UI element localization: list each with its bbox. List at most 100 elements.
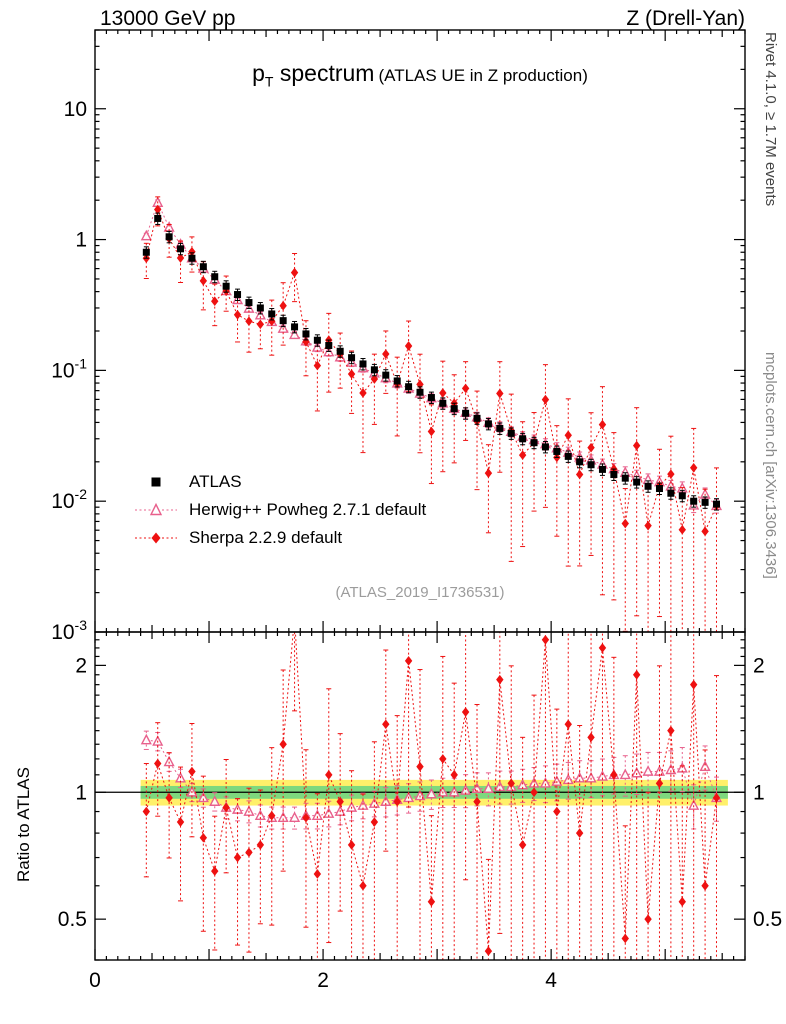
data-point [690, 497, 698, 505]
data-point [461, 383, 470, 394]
data-point [140, 229, 152, 241]
sherpa-marker-icon [135, 532, 177, 544]
data-point [177, 245, 185, 253]
data-point [598, 419, 607, 430]
data-point [541, 394, 550, 405]
data-point [268, 810, 276, 821]
plot-title: pT spectrum (ATLAS UE in Z production) [95, 60, 745, 90]
axes: 10 1 10-1 10-2 10-3 2 2 1 1 0.5 0.5 0 2 4 [51, 29, 782, 992]
data-point [234, 291, 242, 299]
data-point [140, 733, 152, 745]
svg-text:10-2: 10-2 [51, 486, 87, 513]
pt-subscript: T [264, 73, 274, 90]
main-panel-data [140, 196, 723, 632]
data-point [598, 643, 607, 653]
data-point [370, 817, 379, 827]
data-point [665, 763, 677, 775]
data-point [302, 330, 310, 338]
ratio-panel-data [95, 613, 745, 960]
data-point [188, 766, 196, 777]
data-point [176, 817, 185, 827]
data-point [427, 394, 435, 402]
data-point [553, 447, 561, 455]
data-point [655, 485, 663, 493]
data-point [689, 462, 698, 473]
data-point [256, 319, 265, 330]
data-point [482, 782, 494, 793]
data-point [176, 253, 185, 263]
svg-text:10-3: 10-3 [51, 617, 87, 644]
data-point [496, 424, 504, 432]
data-point [199, 832, 208, 843]
data-point [289, 328, 301, 340]
analysis-id-watermark: (ATLAS_2019_I1736531) [335, 584, 505, 601]
data-point [632, 440, 641, 451]
data-point [188, 246, 196, 257]
data-point [245, 316, 253, 327]
data-point [644, 914, 652, 924]
data-point [484, 946, 493, 956]
data-point [678, 524, 686, 535]
data-point [701, 526, 709, 537]
data-point [699, 760, 711, 771]
data-point [689, 679, 698, 690]
svg-text:1: 1 [75, 781, 87, 804]
data-point [382, 719, 390, 730]
data-point [291, 613, 298, 623]
data-point [336, 796, 344, 807]
data-point [279, 739, 287, 750]
data-point [416, 761, 424, 772]
data-point [576, 458, 584, 466]
data-point [484, 468, 493, 478]
data-point [359, 880, 367, 891]
svg-text:10: 10 [64, 98, 87, 121]
data-point [621, 474, 629, 482]
svg-text:1: 1 [753, 781, 765, 804]
data-point [598, 465, 606, 473]
data-point [323, 807, 335, 818]
data-point [667, 469, 675, 479]
data-point [211, 866, 219, 876]
data-point [644, 482, 652, 490]
data-point [163, 755, 175, 767]
data-point [496, 388, 504, 399]
model-curve [145, 207, 717, 534]
data-point [539, 777, 551, 788]
data-point [678, 896, 686, 907]
data-point [688, 799, 700, 810]
data-point [507, 429, 515, 437]
data-point [393, 796, 401, 807]
data-point [254, 308, 266, 320]
rivet-version-label: Rivet 4.1.0, ≥ 1.7M events [762, 32, 779, 207]
data-point [667, 489, 675, 497]
data-point [471, 782, 483, 793]
legend: ATLAS Herwig++ Powheg 2.7.1 default Sher… [133, 468, 426, 552]
data-point [222, 802, 230, 813]
data-point [621, 518, 629, 529]
data-point [450, 405, 458, 413]
data-point [165, 793, 173, 803]
data-point [405, 383, 413, 391]
data-point [222, 282, 230, 290]
data-point [574, 771, 586, 783]
data-point [404, 341, 413, 351]
data-point [279, 300, 287, 311]
data-point [347, 369, 356, 379]
data-point [291, 323, 299, 331]
legend-label-sherpa: Sherpa 2.2.9 default [189, 528, 343, 547]
data-point [336, 347, 344, 355]
legend-item-sherpa: Sherpa 2.2.9 default [133, 524, 426, 552]
svg-text:0.5: 0.5 [58, 908, 87, 931]
data-point [256, 840, 265, 850]
data-point [610, 770, 618, 780]
data-point [313, 360, 322, 371]
legend-item-herwig: Herwig++ Powheg 2.7.1 default [133, 496, 426, 524]
data-point [211, 296, 219, 306]
data-point [289, 811, 301, 823]
data-point [553, 806, 561, 817]
pt-symbol: p [252, 60, 265, 86]
data-point [427, 426, 436, 437]
data-point [268, 310, 276, 318]
data-point [165, 233, 173, 241]
data-point [633, 478, 641, 486]
